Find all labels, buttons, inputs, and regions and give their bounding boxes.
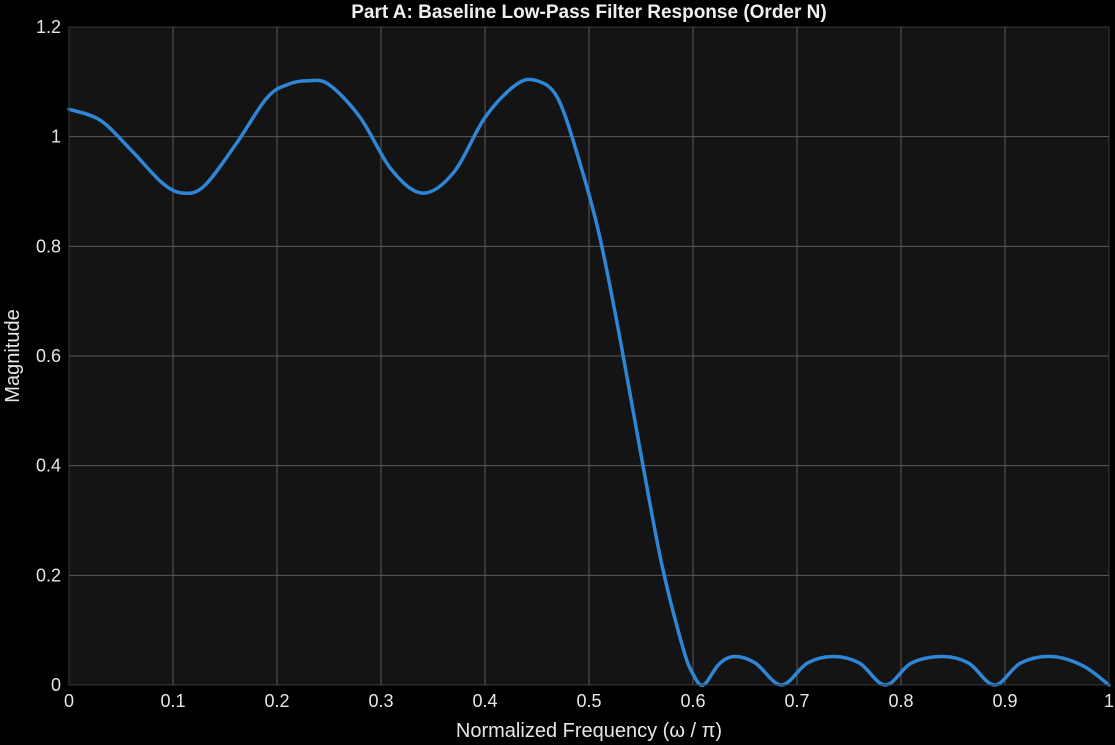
- y-tick-labels: 0 0.2 0.4 0.6 0.8 1 1.2: [36, 17, 61, 695]
- y-tick-label: 0.6: [36, 346, 61, 366]
- plot-frame: [68, 26, 1110, 686]
- x-tick-labels: 0 0.1 0.2 0.3 0.4 0.5 0.6 0.7 0.8 0.9 1: [64, 691, 1114, 711]
- x-tick-label: 0.1: [160, 691, 185, 711]
- y-tick-label: 1: [51, 127, 61, 147]
- x-tick-label: 0.5: [576, 691, 601, 711]
- y-tick-label: 0.2: [36, 565, 61, 585]
- y-tick-label: 0: [51, 675, 61, 695]
- x-tick-label: 0.8: [888, 691, 913, 711]
- x-tick-label: 0.4: [472, 691, 497, 711]
- y-tick-label: 1.2: [36, 17, 61, 37]
- x-tick-label: 0.6: [680, 691, 705, 711]
- x-tick-label: 0.2: [264, 691, 289, 711]
- x-tick-label: 1: [1104, 691, 1114, 711]
- magnitude-response-line: [67, 77, 1111, 687]
- x-tick-label: 0.9: [992, 691, 1017, 711]
- y-axis-label: Magnitude: [2, 309, 24, 402]
- x-axis-label: Normalized Frequency (ω / π): [456, 720, 722, 742]
- y-tick-label: 0.4: [36, 456, 61, 476]
- y-tick-label: 0.8: [36, 236, 61, 256]
- chart-title: Part A: Baseline Low-Pass Filter Respons…: [351, 2, 826, 23]
- x-tick-label: 0.7: [784, 691, 809, 711]
- x-tick-label: 0: [64, 691, 74, 711]
- x-tick-label: 0.3: [368, 691, 393, 711]
- series-layer: [67, 77, 1111, 687]
